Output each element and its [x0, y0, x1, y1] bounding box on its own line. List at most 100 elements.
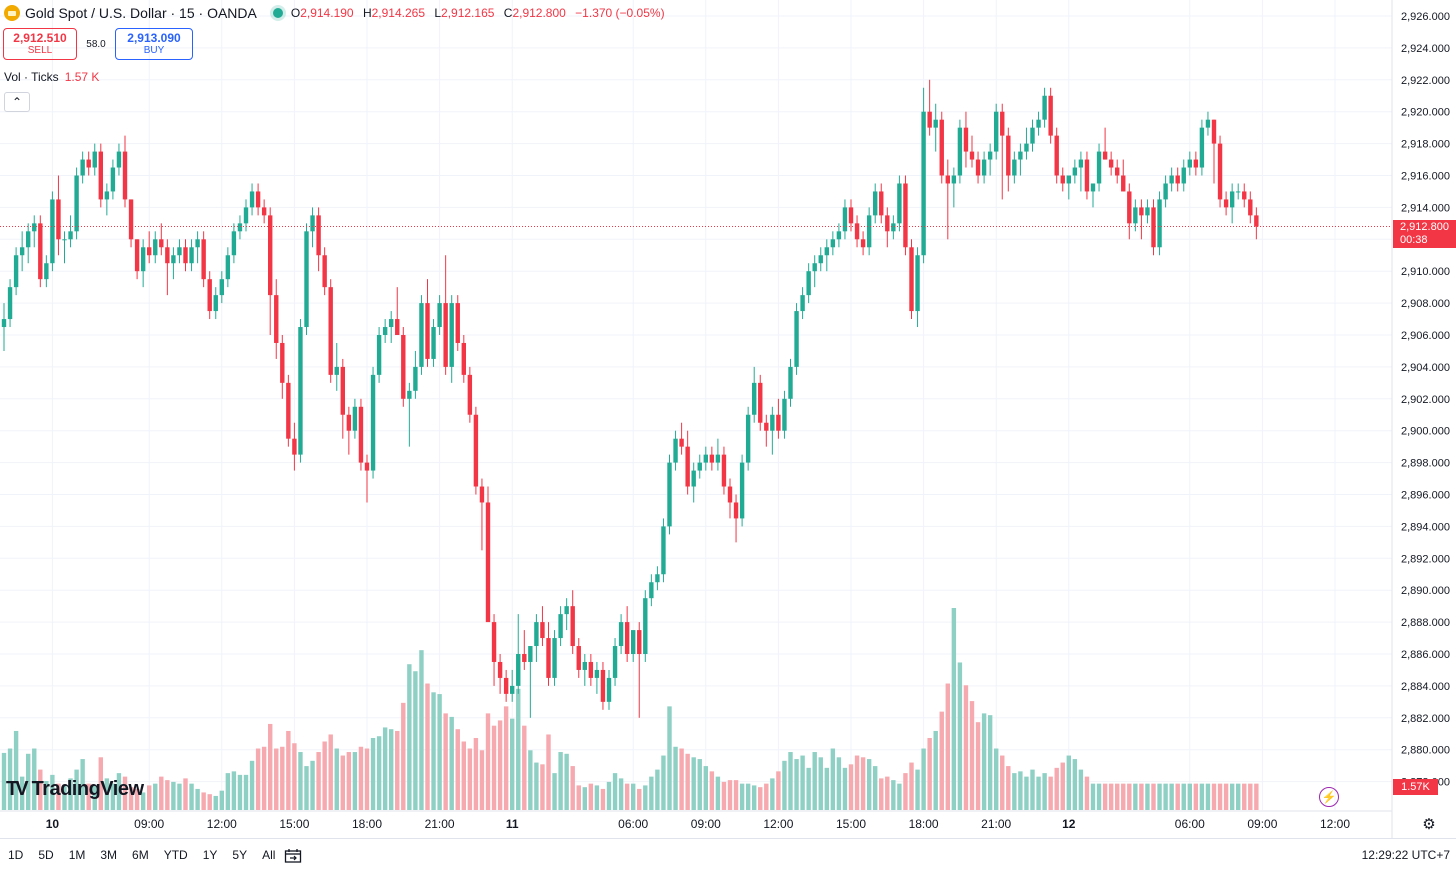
candle-body — [691, 470, 696, 487]
range-1y[interactable]: 1Y — [202, 848, 218, 862]
range-1m[interactable]: 1M — [68, 848, 86, 862]
time-axis-label: 18:00 — [909, 817, 939, 831]
volume-bar — [1169, 783, 1174, 810]
range-ytd[interactable]: YTD — [163, 848, 188, 862]
volume-bar — [352, 752, 358, 810]
range-3m[interactable]: 3M — [100, 848, 118, 862]
volume-bar — [195, 788, 200, 810]
candle-body — [1187, 159, 1192, 168]
volume-bar — [389, 729, 394, 810]
volume-bar — [764, 783, 769, 810]
volume-bar — [788, 752, 793, 810]
volume-bar — [26, 753, 31, 810]
candle-body — [7, 287, 13, 320]
symbol-legend: Gold Spot / U.S. Dollar · 15 · OANDA O2,… — [4, 4, 671, 22]
range-all[interactable]: All — [262, 848, 276, 862]
volume-bar — [866, 759, 872, 810]
candle-body — [1018, 151, 1023, 160]
volume-bar — [401, 702, 406, 810]
candle-body — [727, 486, 733, 503]
volume-bar — [491, 725, 497, 810]
volume-bar — [485, 713, 491, 810]
volume-bar — [564, 753, 569, 810]
clock-timezone[interactable]: 12:29:22 UTC+7 — [1361, 848, 1450, 862]
candle-body — [637, 630, 642, 654]
time-axis-label: 15:00 — [279, 817, 309, 831]
candle-body — [631, 630, 636, 654]
volume-bar — [1205, 783, 1211, 810]
volume-bar — [497, 720, 503, 810]
candle-body — [1121, 175, 1126, 192]
symbol-title[interactable]: Gold Spot / U.S. Dollar · 15 · OANDA — [25, 5, 257, 21]
lightning-icon[interactable]: ⚡ — [1319, 787, 1339, 807]
candle-body — [969, 151, 975, 160]
volume-bar — [540, 764, 545, 810]
collapse-legend-button[interactable]: ⌃ — [4, 92, 30, 112]
candle-body — [655, 574, 660, 583]
volume-bar — [848, 764, 854, 810]
price-axis-label: 2,914.000 — [1401, 202, 1450, 214]
candles — [1, 79, 1259, 718]
volume-bar — [479, 750, 485, 810]
volume-bar — [715, 776, 721, 810]
range-5y[interactable]: 5Y — [232, 848, 248, 862]
spread-value: 58.0 — [86, 38, 106, 50]
candle-body — [68, 231, 73, 240]
sell-button[interactable]: 2,912.510 SELL — [3, 28, 77, 60]
close-label: C — [503, 6, 513, 20]
volume-bar — [334, 748, 339, 810]
price-axis-label: 2,916.000 — [1401, 171, 1450, 183]
volume-bar — [612, 773, 618, 810]
time-axis: 10 09:00 12:00 15:00 18:00 21:00 11 06:00 09:00 1… — [0, 810, 1392, 831]
current-price-value: 2,912.800 — [1400, 221, 1449, 233]
candle-body — [189, 247, 194, 264]
gear-icon[interactable]: ⚙ — [1422, 816, 1436, 833]
candle-body — [1205, 119, 1211, 128]
volume-bar — [1163, 783, 1168, 810]
candle-body — [782, 398, 787, 431]
candle-body — [92, 151, 97, 168]
range-1d[interactable]: 1D — [8, 848, 24, 862]
range-selector: 1D 5D 1M 3M 6M YTD 1Y 5Y All — [8, 839, 290, 871]
volume-bar — [558, 752, 563, 810]
range-6m[interactable]: 6M — [132, 848, 149, 862]
volume-bar — [19, 776, 25, 810]
volume-bar — [443, 713, 448, 810]
volume-bar — [449, 716, 454, 810]
candle-body — [280, 342, 285, 383]
volume-bar — [92, 785, 97, 810]
chart-canvas[interactable]: 2,926.000 2,924.000 2,922.000 2,920.000 2,91… — [0, 0, 1456, 838]
volume-bar — [951, 608, 957, 810]
volume-bar — [1048, 776, 1053, 810]
candle-body — [1102, 151, 1108, 160]
tradingview-logo[interactable]: TV TradingView — [6, 778, 144, 801]
candle-body — [1054, 135, 1059, 176]
time-axis-label: 12 — [1062, 817, 1076, 831]
candle-body — [1157, 199, 1162, 248]
candle-body — [903, 183, 908, 248]
volume-bar — [503, 706, 509, 810]
volume-legend[interactable]: Vol · Ticks 1.57 K — [4, 70, 99, 84]
candle-body — [770, 414, 775, 431]
volume-bar — [419, 650, 424, 810]
range-5d[interactable]: 5D — [38, 848, 54, 862]
price-axis-label: 2,896.000 — [1401, 490, 1450, 502]
volume-bar — [1108, 783, 1114, 810]
candle-body — [165, 247, 170, 264]
candle-body — [268, 215, 273, 296]
volume-bar — [1018, 771, 1023, 810]
volume-bar — [340, 755, 345, 810]
candle-body — [528, 646, 533, 662]
buy-button[interactable]: 2,913.090 BUY — [115, 28, 193, 60]
candle-body — [1108, 159, 1114, 168]
candle-body — [213, 295, 218, 312]
volume-bar — [721, 781, 727, 810]
volume-bar — [1229, 783, 1235, 810]
volume-bar — [637, 788, 642, 810]
volume-bar — [818, 757, 823, 810]
candle-body — [13, 255, 19, 288]
candle-body — [159, 239, 164, 248]
calendar-range-icon[interactable] — [284, 848, 302, 864]
tradingview-logo-mark: TV — [6, 778, 28, 800]
volume-bar — [528, 750, 533, 810]
